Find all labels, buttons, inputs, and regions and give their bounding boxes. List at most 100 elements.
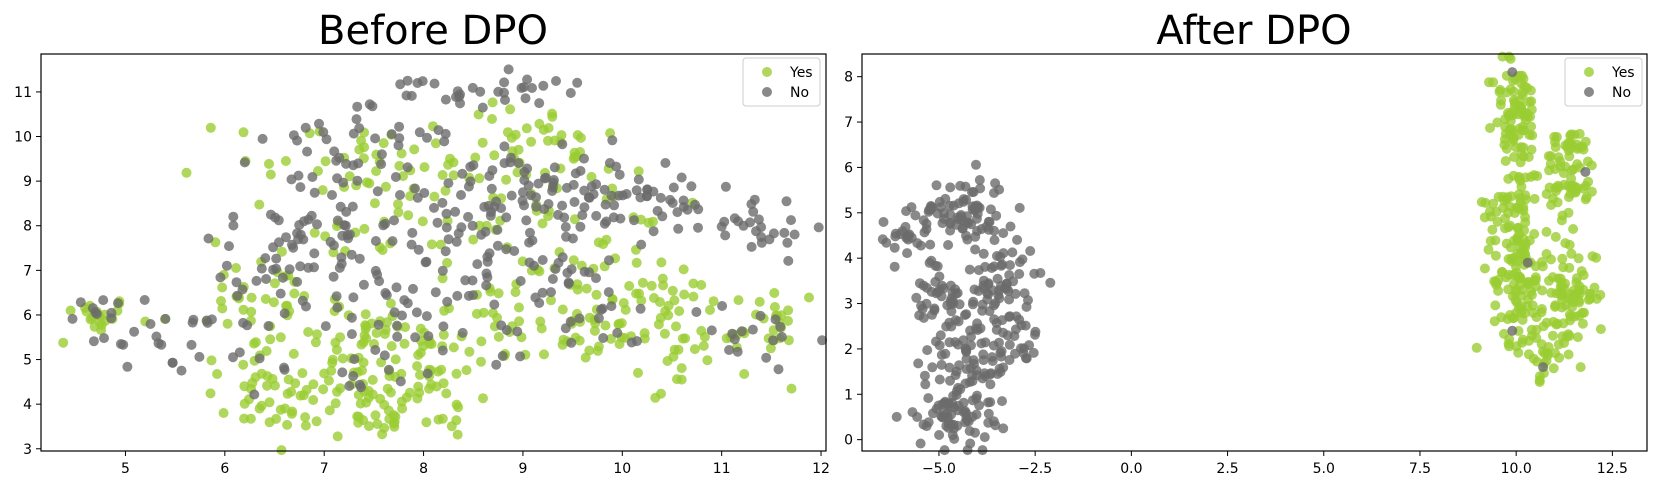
point-no <box>332 302 343 313</box>
point-yes <box>276 246 287 257</box>
point-yes <box>591 289 602 300</box>
legend-yes-marker <box>762 67 772 77</box>
point-yes <box>218 408 229 418</box>
point-yes <box>331 344 342 355</box>
point-yes <box>558 334 569 345</box>
y-tick-label: 11 <box>14 85 32 101</box>
point-yes <box>526 136 537 147</box>
point-yes <box>256 368 267 379</box>
point-yes <box>510 287 521 298</box>
point-no <box>565 316 576 327</box>
point-yes <box>513 144 524 155</box>
point-yes <box>1536 304 1547 314</box>
point-yes <box>593 341 604 352</box>
point-yes <box>702 355 713 366</box>
point-no <box>626 337 637 348</box>
before-dpo-points <box>58 64 828 456</box>
point-no <box>422 368 433 379</box>
point-no <box>889 261 900 272</box>
point-yes <box>1526 289 1537 300</box>
point-yes <box>633 166 644 177</box>
point-yes <box>1494 86 1505 97</box>
point-yes <box>239 398 250 409</box>
point-no <box>303 262 314 273</box>
point-no <box>509 246 520 256</box>
point-yes <box>448 342 459 353</box>
point-no <box>969 284 980 295</box>
point-yes <box>656 257 667 268</box>
point-no <box>1008 276 1019 287</box>
point-no <box>407 227 418 238</box>
x-tick-label: 5 <box>121 461 130 477</box>
point-no <box>951 219 962 230</box>
point-yes <box>379 329 390 339</box>
point-yes <box>405 191 416 202</box>
point-no <box>518 187 528 198</box>
point-yes <box>739 369 750 379</box>
point-no <box>487 165 498 176</box>
point-yes <box>487 114 497 124</box>
point-yes <box>662 356 673 366</box>
point-yes <box>1571 277 1582 288</box>
point-no <box>978 248 989 259</box>
point-yes <box>355 398 366 409</box>
point-no <box>691 307 702 317</box>
point-yes <box>382 383 393 394</box>
point-yes <box>311 416 322 427</box>
point-no <box>775 321 786 332</box>
point-yes <box>493 288 504 299</box>
point-no <box>983 408 994 419</box>
point-yes <box>275 404 286 415</box>
point-yes <box>461 365 472 376</box>
legend-no-label: No <box>790 85 809 101</box>
point-yes <box>663 300 674 311</box>
point-no <box>1014 269 1025 279</box>
point-no <box>986 263 997 273</box>
point-no <box>996 351 1007 362</box>
point-no <box>288 130 299 141</box>
point-yes <box>1572 332 1583 343</box>
point-no <box>934 430 945 440</box>
point-no <box>549 162 560 173</box>
point-yes <box>1517 314 1528 325</box>
point-no <box>934 271 945 282</box>
point-no <box>1014 202 1025 213</box>
point-no <box>779 227 790 238</box>
point-no <box>1005 260 1015 271</box>
point-yes <box>1541 189 1552 199</box>
point-yes <box>637 277 648 288</box>
point-no <box>268 242 279 253</box>
point-no <box>521 215 532 226</box>
point-yes <box>659 328 670 339</box>
point-no <box>392 320 402 331</box>
point-no <box>1030 329 1040 340</box>
point-yes <box>568 255 579 266</box>
point-no <box>389 215 399 226</box>
point-yes <box>667 285 678 296</box>
point-yes <box>1511 202 1522 213</box>
point-no <box>380 218 391 229</box>
point-yes <box>344 171 355 182</box>
point-no <box>997 315 1008 326</box>
point-yes <box>216 296 226 306</box>
point-no <box>394 121 405 132</box>
point-yes <box>1578 270 1589 281</box>
point-no <box>572 77 583 88</box>
point-no <box>931 180 942 191</box>
point-no <box>606 190 617 201</box>
x-tick-label: −5.0 <box>922 461 956 477</box>
point-yes <box>288 348 299 359</box>
point-yes <box>1557 294 1568 305</box>
point-no <box>978 349 989 360</box>
point-no <box>604 255 614 266</box>
point-no <box>295 261 306 272</box>
point-no <box>370 236 381 246</box>
point-yes <box>396 148 407 159</box>
point-yes <box>1583 176 1594 187</box>
point-yes <box>538 124 549 135</box>
point-yes <box>442 257 453 268</box>
point-no <box>953 400 964 411</box>
point-yes <box>65 305 76 316</box>
point-no <box>412 192 423 203</box>
point-no <box>410 183 420 194</box>
